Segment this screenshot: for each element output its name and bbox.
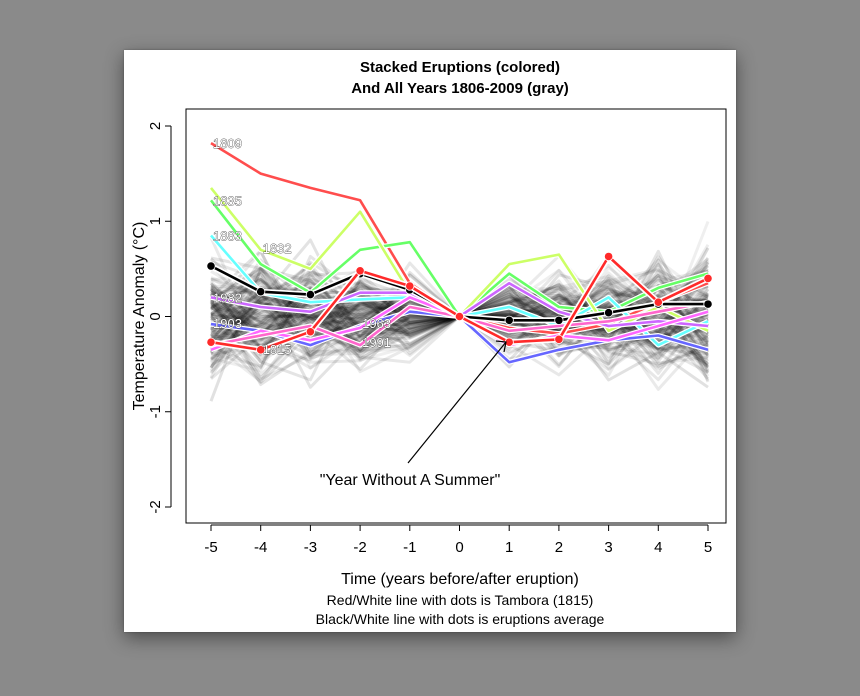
average-point — [206, 261, 216, 271]
x-tick-label: -3 — [304, 539, 317, 556]
x-tick-label: -2 — [353, 539, 366, 556]
series-label-1963: 1963 — [362, 316, 391, 331]
average-point — [703, 299, 713, 309]
x-axis-label: Time (years before/after eruption) — [341, 571, 579, 588]
average-point — [305, 289, 315, 300]
series-label-1883: 1883 — [213, 229, 242, 244]
average-point — [256, 287, 266, 297]
series-label-1991: 1991 — [362, 335, 391, 350]
y-axis: -2 -1 0 1 2 — [147, 122, 172, 514]
tambora-point — [703, 273, 713, 283]
tambora-point — [454, 311, 465, 322]
y-tick-label: 0 — [147, 312, 164, 320]
series-label-1982: 1982 — [213, 290, 242, 305]
y-tick-label: 2 — [147, 122, 164, 130]
tambora-point — [554, 334, 564, 344]
chart-title-line-1: Stacked Eruptions (colored) — [360, 59, 560, 76]
annotation-text: "Year Without A Summer" — [320, 472, 501, 489]
y-tick-label: -1 — [147, 405, 164, 418]
series-label-1903: 1903 — [213, 316, 242, 331]
average-point — [504, 315, 514, 325]
tambora-point — [355, 266, 365, 276]
x-tick-label: 4 — [654, 539, 662, 556]
x-tick-label: 2 — [555, 539, 563, 556]
tambora-point — [305, 327, 315, 337]
x-tick-label: 1 — [505, 539, 513, 556]
y-axis-label: Temperature Anomaly (°C) — [131, 222, 148, 411]
x-tick-label: 0 — [455, 539, 463, 556]
tambora-point — [603, 251, 614, 262]
chart-title-line-2: And All Years 1806-2009 (gray) — [351, 80, 569, 97]
series-label-1809: 1809 — [213, 136, 242, 151]
annotation-arrow-line — [407, 341, 507, 464]
highlight-lines — [206, 251, 713, 355]
tambora-point — [653, 297, 663, 307]
x-axis: -5 -4 -3 -2 -1 0 1 2 3 4 5 — [204, 524, 712, 556]
annotation-arrowhead — [495, 340, 507, 353]
series-label-1815: 1815 — [263, 342, 292, 357]
tambora-point — [405, 281, 415, 291]
eruption-labels: 1809 1815 1832 1835 1883 1903 1963 1982 1991 — [213, 136, 392, 357]
chart-svg: Stacked Eruptions (colored) And All Year… — [131, 59, 727, 627]
series-label-1835: 1835 — [213, 193, 242, 208]
caption-average: Black/White line with dots is eruptions … — [316, 611, 605, 627]
x-tick-label: -4 — [254, 539, 267, 556]
series-label-1832: 1832 — [263, 241, 292, 256]
y-tick-label: 1 — [147, 217, 164, 225]
caption-tambora: Red/White line with dots is Tambora (181… — [327, 592, 594, 608]
average-point — [603, 308, 614, 318]
x-tick-label: 5 — [704, 539, 712, 556]
plot-border — [185, 108, 727, 524]
tambora-point — [206, 337, 216, 347]
tambora-point — [256, 345, 266, 355]
y-tick-label: -2 — [147, 500, 164, 513]
x-tick-label: -5 — [204, 539, 217, 556]
x-tick-label: -1 — [403, 539, 416, 556]
chart-frame: Stacked Eruptions (colored) And All Year… — [124, 50, 736, 632]
average-point — [554, 315, 564, 325]
x-tick-label: 3 — [604, 539, 612, 556]
